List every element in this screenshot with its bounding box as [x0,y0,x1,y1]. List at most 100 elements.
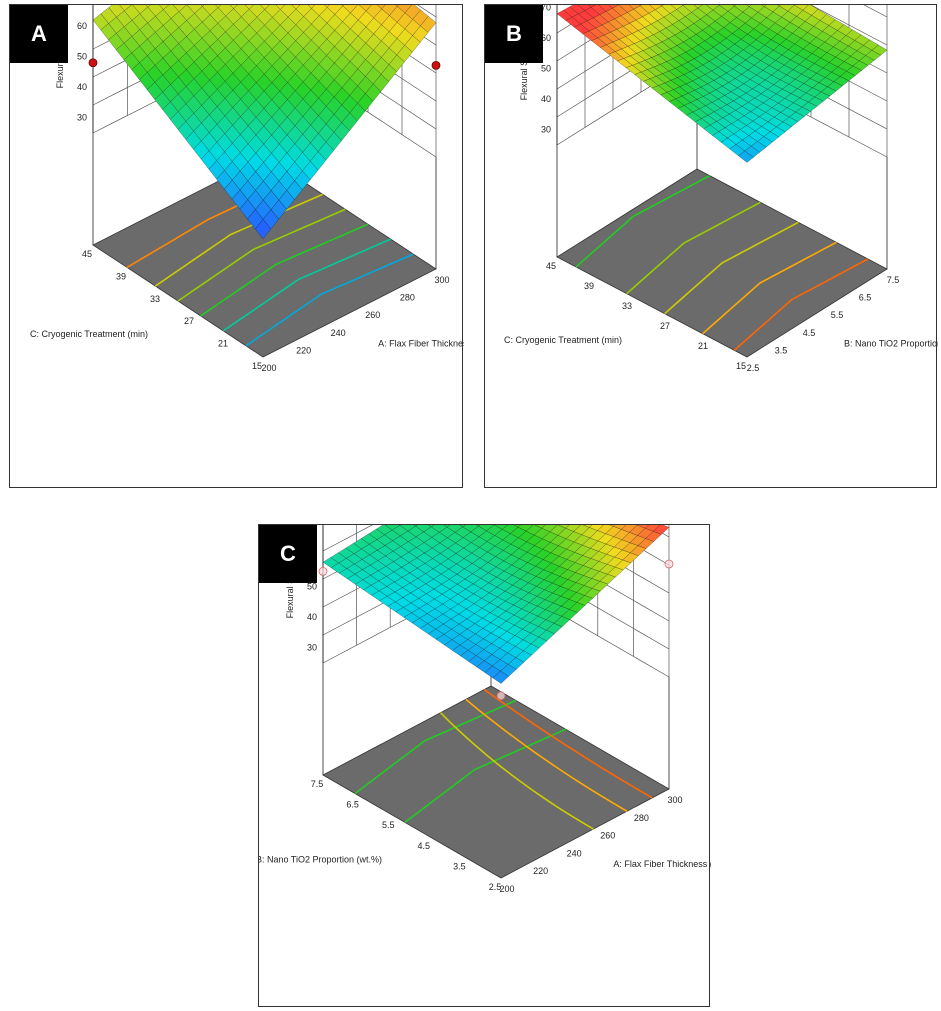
surface-cell [483,643,501,655]
response-surface [92,5,437,240]
surface-cell [247,189,264,210]
surface-cell [310,47,328,65]
surface-cell [441,589,459,600]
surface-cell [341,5,344,7]
surface-cell [232,48,250,66]
surface-cell [260,5,270,10]
design-point [431,60,441,70]
x-tick-label: 260 [365,310,380,320]
y-tick-label: 33 [150,294,160,304]
surface-cell [742,135,758,147]
surface-cell [472,578,490,589]
surface-cell [412,25,429,43]
surface-cell [385,550,402,562]
surface-cell [762,65,779,76]
surface-cell [131,45,148,64]
surface-cell [483,654,501,667]
surface-cell [616,58,633,69]
surface-cell [423,537,441,549]
x-tick-label: 7.5 [887,275,900,285]
surface-cell [357,76,374,94]
panel-label-a: A [10,5,68,63]
surface-cell [513,525,521,528]
surface-cell [146,64,164,83]
surface-cell [178,52,195,70]
surface-cell [472,567,489,579]
surface-cell [773,112,790,123]
x-tick-label: 6.5 [859,293,872,303]
contour-line [222,238,391,332]
surface-cell [392,546,410,558]
surface-cell [668,98,685,109]
z-tick-label: 50 [541,64,551,74]
surface-cell [455,537,472,549]
surface-cell [486,525,503,536]
surface-cell [271,40,289,58]
surface-cell [225,8,242,25]
surface-cell [208,160,225,180]
surface-cell [286,125,304,145]
surface-cell [746,5,752,7]
surface-cell [209,22,226,40]
surface-cell [216,98,234,117]
z-tick-label: 50 [307,582,317,592]
z-tick-label: 60 [77,21,87,31]
surface-cell [147,48,164,66]
y-tick-label: 7.5 [311,779,324,789]
panel-label-c: C [259,525,317,583]
surface-cell [208,123,226,143]
surface-cell [362,585,380,596]
surface-cell [270,180,288,201]
surface-cell [761,5,767,7]
surface-cell [470,536,488,548]
x-tick-label: 240 [331,328,346,338]
contour-line [177,208,346,302]
contour-line [440,712,594,830]
surface-cell [162,18,180,35]
surface-cell [318,22,336,40]
surface-cell [169,111,187,130]
design-point [88,58,98,68]
surface-cell [463,542,480,554]
y-tick-label: 21 [218,339,228,349]
surface-cell [116,10,133,28]
contour-line [200,223,369,317]
surface-cell [788,111,805,122]
response-surface [556,5,888,163]
surface-cell [476,660,493,673]
surface-cell [426,598,444,610]
contour-line [154,193,323,287]
y-tick-label: 3.5 [453,861,466,871]
surface-cell [638,5,643,7]
surface-cell [737,150,754,163]
surface-cell [419,623,437,635]
surface-cell [703,124,720,136]
surface-cell [381,5,398,16]
surface-cell [432,553,449,565]
surface-cell [279,16,297,34]
surface-cell [402,582,419,594]
surface-cell [495,560,513,572]
x-tick-label: 3.5 [775,345,788,355]
z-tick-label: 30 [541,125,551,135]
surface-cell [451,634,469,646]
surface-cell [463,552,481,564]
contour-line [354,699,517,795]
surface-cell [456,568,474,580]
surface-cell [231,170,249,191]
surface-cell [447,532,464,544]
surface-cell [417,583,435,595]
surface-cell [139,38,156,57]
design-point [318,566,328,576]
surface-cell [362,564,379,576]
surface-cell [170,59,187,78]
surface-cell [464,563,481,575]
surface-cell [490,616,507,628]
surface-cell [201,114,218,134]
x-tick-label: 260 [600,831,615,841]
x-tick-label: 220 [533,866,548,876]
surface-cell [386,591,404,603]
surface-cell [295,48,312,66]
surface-cell [108,5,125,18]
surface-cell [145,5,151,8]
